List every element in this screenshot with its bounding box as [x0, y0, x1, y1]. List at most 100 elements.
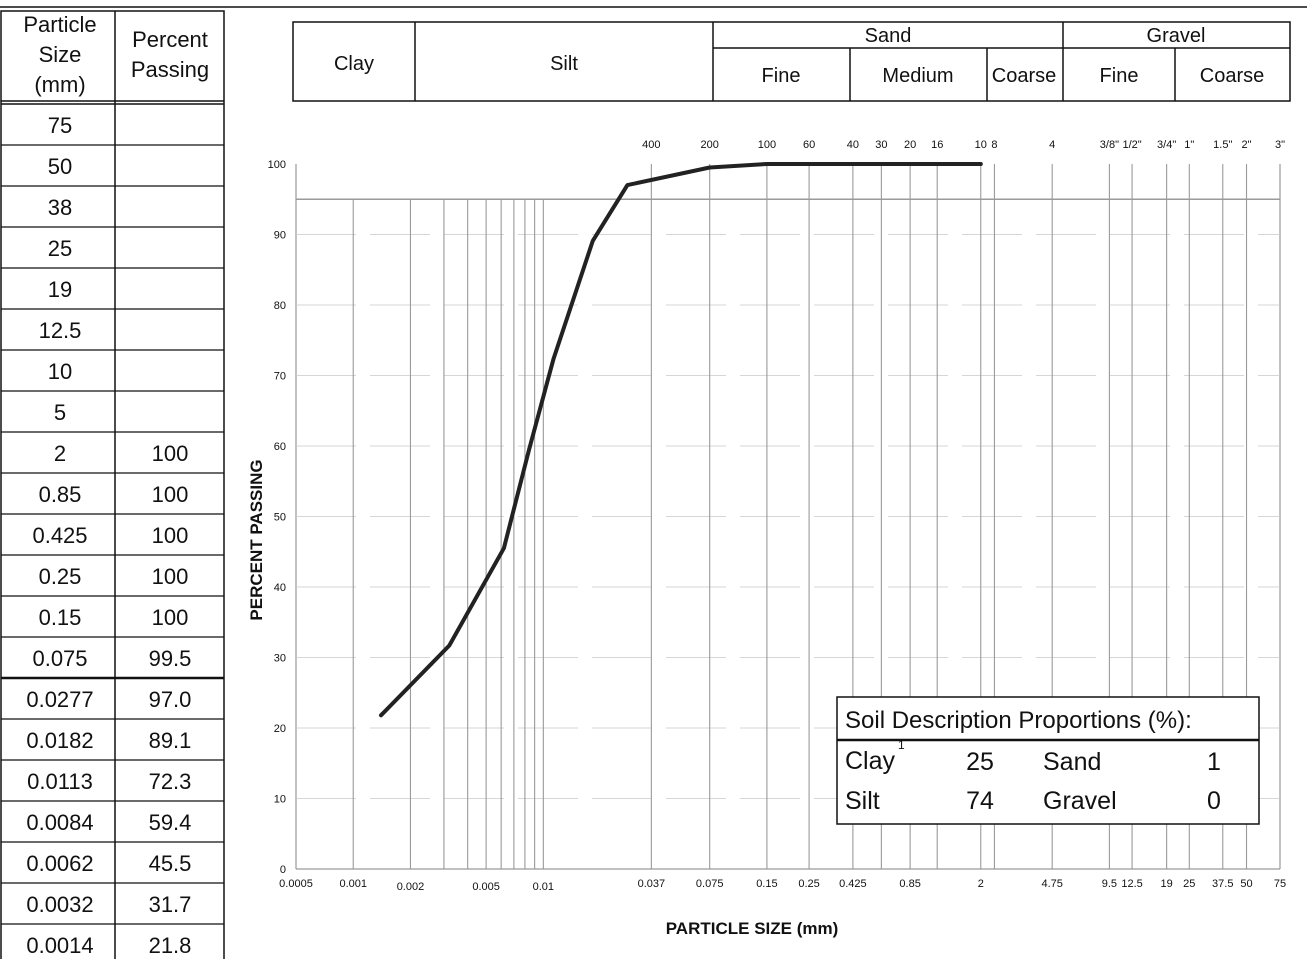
- table-cell-size: 0.425: [32, 523, 87, 548]
- grain-size-chart: 400 200 100 60 40 30 20 16 10 8 4 3/8" 1/2" 3/4" 1" 1.5…: [247, 139, 1286, 938]
- data-table: Particle Size (mm) Percent Passing 75503…: [0, 6, 1307, 959]
- x-tick-label: 0.25: [798, 878, 819, 890]
- sieve-label: 30: [875, 139, 887, 151]
- sieve-label: 60: [803, 139, 815, 151]
- sieve-label: 3/8": [1100, 139, 1119, 151]
- table-cell-size: 0.0032: [26, 892, 93, 917]
- class-gravel-fine: Fine: [1100, 65, 1139, 87]
- table-cell-size: 25: [48, 236, 72, 261]
- table-cell-size: 0.25: [39, 564, 82, 589]
- class-silt: Silt: [550, 53, 578, 75]
- class-gravel: Gravel: [1147, 25, 1206, 47]
- x-tick-label: 0.425: [839, 878, 867, 890]
- sieve-label: 20: [904, 139, 916, 151]
- table-cell-size: 0.0062: [26, 851, 93, 876]
- table-cell-size: 19: [48, 277, 72, 302]
- table-cell-passing: 72.3: [149, 769, 192, 794]
- sieve-label: 8: [991, 139, 997, 151]
- x-tick-label: 0.01: [533, 881, 554, 893]
- x-tick-label: 0.85: [899, 878, 920, 890]
- class-sand-medium: Medium: [882, 65, 953, 87]
- table-cell-size: 50: [48, 154, 72, 179]
- x-tick-label: 19: [1161, 878, 1173, 890]
- table-cell-passing: 21.8: [149, 933, 192, 958]
- y-axis-ticks: 0 10 20 30 40 50 60 70 80 90 100: [268, 159, 286, 876]
- proportions-sand-value: 1: [1207, 748, 1221, 776]
- proportions-silt-value: 74: [966, 787, 994, 815]
- x-tick-label: 0.075: [696, 878, 724, 890]
- class-sand-coarse: Coarse: [992, 65, 1056, 87]
- table-cell-size: 0.85: [39, 482, 82, 507]
- class-sand-fine: Fine: [762, 65, 801, 87]
- sieve-label: 10: [975, 139, 987, 151]
- y-tick-label: 50: [274, 512, 286, 524]
- x-tick-label: 0.037: [638, 878, 666, 890]
- y-tick-label: 90: [274, 230, 286, 242]
- table-cell-passing: 100: [152, 564, 189, 589]
- table-cell-passing: 100: [152, 441, 189, 466]
- x-tick-label: 0.0005: [279, 878, 313, 890]
- sieve-number-labels: 400 200 100 60 40 30 20 16 10 8 4 3/8" 1/2" 3/4" 1" 1.5…: [642, 139, 1285, 151]
- sieve-label: 1": [1184, 139, 1194, 151]
- proportions-clay-footnote: 1: [898, 738, 905, 752]
- proportions-gravel-label: Gravel: [1043, 787, 1117, 815]
- class-gravel-coarse: Coarse: [1200, 65, 1264, 87]
- sieve-label: 1.5": [1213, 139, 1232, 151]
- y-tick-label: 80: [274, 300, 286, 312]
- header-particle-line2: Size: [39, 42, 82, 67]
- sieve-label: 3": [1275, 139, 1285, 151]
- proportions-clay-value: 25: [966, 748, 994, 776]
- sieve-label: 16: [931, 139, 943, 151]
- class-sand: Sand: [865, 25, 912, 47]
- sieve-label: 40: [847, 139, 859, 151]
- x-tick-label: 12.5: [1121, 878, 1142, 890]
- table-cell-passing: 31.7: [149, 892, 192, 917]
- x-tick-label: 50: [1240, 878, 1252, 890]
- table-cell-passing: 100: [152, 605, 189, 630]
- table-cell-passing: 100: [152, 523, 189, 548]
- x-tick-label: 75: [1274, 878, 1286, 890]
- table-cell-size: 5: [54, 400, 66, 425]
- proportions-gravel-value: 0: [1207, 787, 1221, 815]
- header-particle-line1: Particle: [23, 12, 96, 37]
- x-tick-label: 25: [1183, 878, 1195, 890]
- y-tick-label: 10: [274, 794, 286, 806]
- table-cell-size: 0.0277: [26, 687, 93, 712]
- sieve-label: 100: [758, 139, 776, 151]
- proportions-silt-label: Silt: [845, 787, 880, 815]
- table-cell-passing: 99.5: [149, 646, 192, 671]
- x-axis-label: PARTICLE SIZE (mm): [666, 919, 839, 938]
- x-tick-label: 0.005: [472, 881, 500, 893]
- y-axis-label: PERCENT PASSING: [247, 459, 266, 620]
- table-rows: 75 50 38 25 19 12.5 10 5 2 100 0.85 100 0.425 100 0.25…: [1, 113, 224, 958]
- table-cell-passing: 59.4: [149, 810, 192, 835]
- table-cell-size: 75: [48, 113, 72, 138]
- class-clay: Clay: [334, 53, 374, 75]
- gradation-curve: [379, 162, 983, 718]
- y-tick-label: 70: [274, 371, 286, 383]
- header-particle-line3: (mm): [34, 72, 85, 97]
- y-tick-label: 60: [274, 441, 286, 453]
- sieve-label: 200: [701, 139, 719, 151]
- soil-proportions-box: Soil Description Proportions (%): Clay 1…: [836, 696, 1260, 825]
- sieve-label: 3/4": [1157, 139, 1176, 151]
- table-cell-size: 0.0113: [27, 769, 93, 794]
- x-tick-label: 0.001: [339, 878, 367, 890]
- table-cell-size: 2: [54, 441, 66, 466]
- x-tick-label: 0.15: [756, 878, 777, 890]
- table-cell-passing: 100: [152, 482, 189, 507]
- proportions-clay-label: Clay: [845, 747, 896, 775]
- sieve-label: 2": [1242, 139, 1252, 151]
- table-cell-passing: 45.5: [149, 851, 192, 876]
- table-cell-size: 38: [48, 195, 72, 220]
- x-tick-label: 0.002: [397, 881, 425, 893]
- y-tick-label: 20: [274, 723, 286, 735]
- x-tick-label: 9.5: [1102, 878, 1117, 890]
- table-cell-size: 0.0084: [26, 810, 93, 835]
- table-cell-passing: 89.1: [149, 728, 192, 753]
- x-tick-label: 37.5: [1212, 878, 1233, 890]
- classification-border: [292, 21, 1291, 102]
- y-tick-label: 30: [274, 653, 286, 665]
- table-cell-size: 10: [48, 359, 72, 384]
